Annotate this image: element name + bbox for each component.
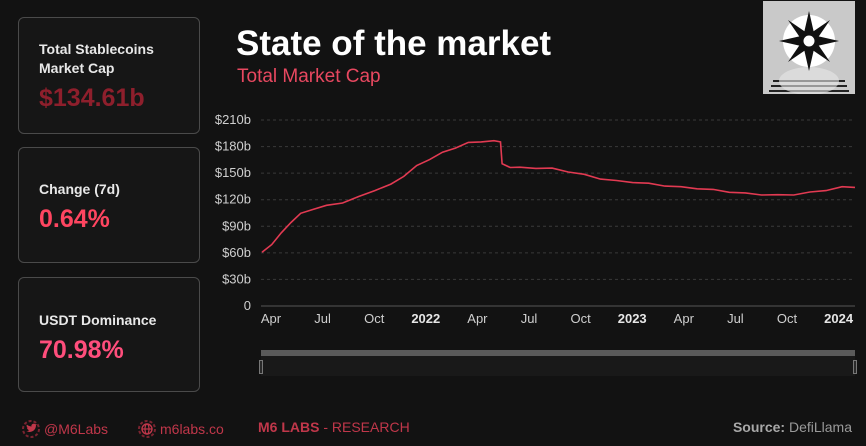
series-line-market-cap xyxy=(261,139,856,253)
x-tick-label: Jul xyxy=(521,311,538,326)
twitter-icon xyxy=(20,419,42,442)
x-tick-label: Jul xyxy=(314,311,331,326)
source-label: Source: xyxy=(732,419,786,435)
x-tick-label: Oct xyxy=(364,311,385,326)
dominance-value: 70.98% xyxy=(39,336,124,364)
y-tick-label: $30b xyxy=(222,271,251,286)
brand-name: M6 LABS xyxy=(258,419,320,435)
market-cap-card: Total Stablecoins Market Cap $134.61b xyxy=(18,17,200,134)
y-tick-label: 0 xyxy=(244,298,251,313)
y-tick-label: $60b xyxy=(222,245,251,260)
source-value: DefiLlama xyxy=(788,419,852,435)
x-tick-label: Jul xyxy=(727,311,744,326)
dominance-card: USDT Dominance 70.98% xyxy=(18,277,200,392)
brand-suffix: - RESEARCH xyxy=(323,419,410,435)
x-tick-label: Oct xyxy=(777,311,798,326)
y-tick-label: $120b xyxy=(215,192,251,207)
scrollbar-right-handle[interactable] xyxy=(853,360,857,374)
market-cap-label: Total Stablecoins Market Cap xyxy=(39,41,154,76)
avatar-logo-icon xyxy=(763,1,855,94)
x-tick-label: 2022 xyxy=(411,311,440,326)
x-tick-label: 2024 xyxy=(824,311,854,326)
x-tick-label: 2023 xyxy=(618,311,647,326)
y-tick-label: $90b xyxy=(222,218,251,233)
page-title: State of the market xyxy=(236,24,552,63)
globe-icon xyxy=(136,419,158,442)
change-label: Change (7d) xyxy=(39,181,120,197)
y-tick-label: $210b xyxy=(215,112,251,127)
chart-range-scrollbar[interactable] xyxy=(259,350,857,376)
footer-website[interactable]: m6labs.co xyxy=(136,419,224,442)
y-tick-label: $150b xyxy=(215,165,251,180)
change-card: Change (7d) 0.64% xyxy=(18,147,200,263)
footer-twitter[interactable]: @M6Labs xyxy=(20,419,108,442)
dominance-label: USDT Dominance xyxy=(39,312,157,328)
x-tick-label: Apr xyxy=(467,311,488,326)
scrollbar-left-handle[interactable] xyxy=(259,360,263,374)
x-tick-label: Apr xyxy=(674,311,695,326)
y-tick-label: $180b xyxy=(215,139,251,154)
website-link: m6labs.co xyxy=(160,421,224,438)
market-cap-chart: 0 $30b $60b $90b $120b $150b $180b $210b Apr Jul… xyxy=(215,112,856,326)
market-cap-value: $134.61b xyxy=(39,84,145,112)
x-tick-label: Oct xyxy=(570,311,591,326)
x-tick-label: Apr xyxy=(261,311,282,326)
change-value: 0.64% xyxy=(39,205,110,233)
chart-subtitle: Total Market Cap xyxy=(237,66,381,87)
footer-source: Source: DefiLlama xyxy=(733,419,852,435)
footer-brand: M6 LABS - RESEARCH xyxy=(258,419,410,435)
scrollbar-track[interactable] xyxy=(261,350,855,356)
twitter-handle: @M6Labs xyxy=(44,421,109,438)
